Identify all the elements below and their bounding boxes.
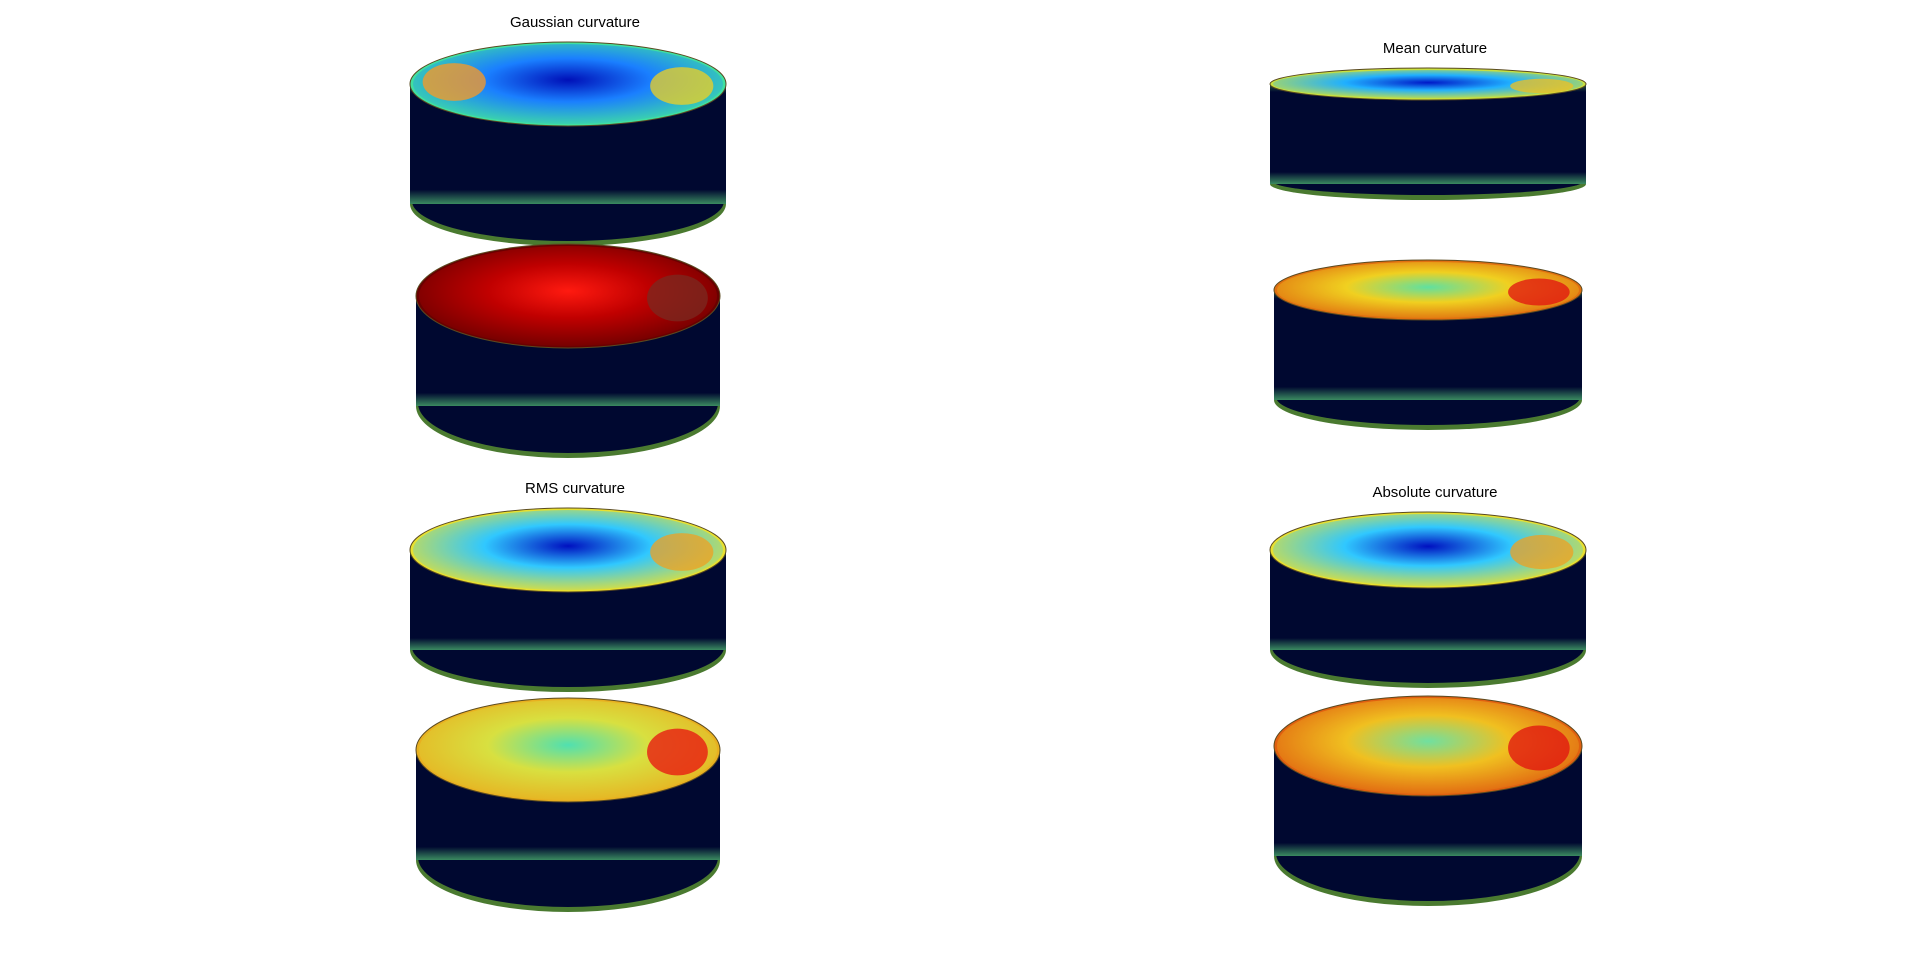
cylinder-side — [1270, 84, 1586, 184]
cylinder-top-surface — [413, 44, 723, 124]
curvature-accent-patch — [1508, 725, 1570, 771]
cylinder-top-surface — [413, 510, 723, 590]
panel-title: Absolute curvature — [1372, 484, 1498, 501]
cylinder-pair-render — [409, 41, 727, 458]
curvature-accent-patch — [647, 274, 708, 322]
panel-mean-curvature: Mean curvature — [1269, 38, 1600, 438]
cylinder-top-surface — [419, 700, 717, 800]
cylinder-pair-render — [1269, 511, 1587, 906]
panel-title: Mean curvature — [1382, 40, 1488, 57]
cylinder-top-surface — [1277, 698, 1579, 794]
lower-cylinder — [1273, 695, 1583, 906]
curvature-accent-patch — [1510, 78, 1574, 94]
cylinder-pair-render — [1269, 67, 1587, 430]
panel-title: RMS curvature — [524, 480, 626, 497]
panel-absolute-curvature: Absolute curvature — [1269, 482, 1600, 922]
cylinder-top-surface — [1273, 70, 1583, 98]
panel-gaussian-curvature: Gaussian curvature — [409, 12, 740, 458]
panel-rms-curvature: RMS curvature — [409, 478, 740, 918]
cylinder-top-surface — [1273, 514, 1583, 586]
upper-cylinder — [1269, 67, 1587, 200]
curvature-accent-patch — [422, 63, 486, 101]
curvature-accent-patch — [1510, 534, 1574, 570]
curvature-accent-patch — [647, 728, 708, 776]
curvature-accent-patch — [650, 67, 714, 105]
upper-cylinder — [409, 507, 727, 692]
panel-title: Gaussian curvature — [509, 14, 641, 31]
lower-cylinder — [415, 697, 721, 912]
curvature-accent-patch — [650, 533, 714, 571]
lower-cylinder — [1273, 259, 1583, 430]
cylinder-pair-render — [409, 507, 727, 912]
cylinder-top-surface — [1277, 262, 1579, 318]
cylinder-top-surface — [419, 246, 717, 346]
upper-cylinder — [409, 41, 727, 246]
curvature-accent-patch — [1508, 278, 1570, 306]
upper-cylinder — [1269, 511, 1587, 688]
lower-cylinder — [415, 243, 721, 458]
